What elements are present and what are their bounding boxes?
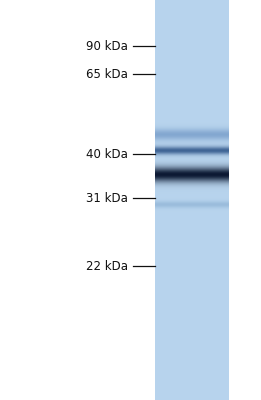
Text: 90 kDa: 90 kDa (86, 40, 128, 52)
Text: 65 kDa: 65 kDa (86, 68, 128, 80)
Text: 40 kDa: 40 kDa (86, 148, 128, 160)
Text: 22 kDa: 22 kDa (86, 260, 128, 272)
Text: 31 kDa: 31 kDa (86, 192, 128, 204)
